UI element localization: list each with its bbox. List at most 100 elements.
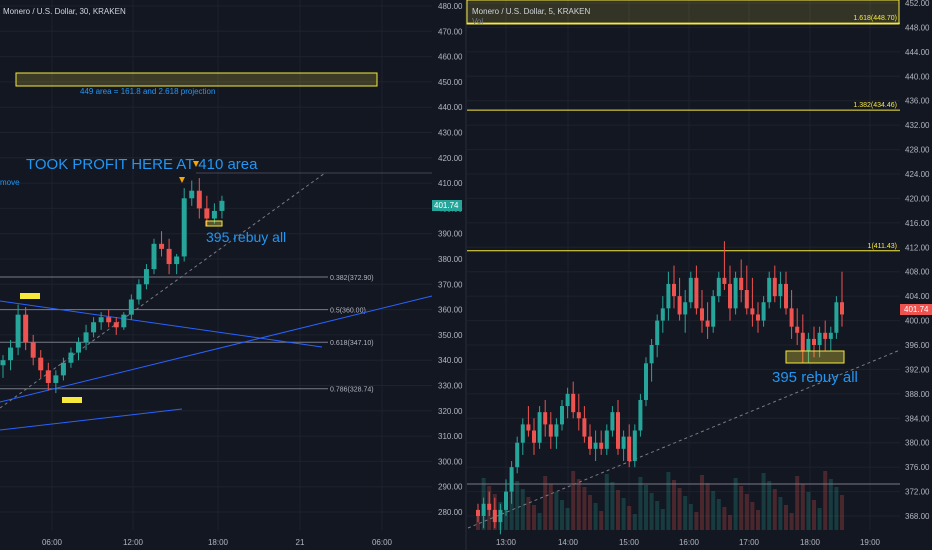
- left-trendline-down: [0, 300, 323, 348]
- left-candle-body: [68, 352, 74, 363]
- right-candle-body: [604, 430, 609, 449]
- right-candle-body: [588, 436, 592, 449]
- right-candle-body: [520, 424, 525, 443]
- right-candle-body: [778, 283, 783, 297]
- left-candle-body: [23, 314, 29, 343]
- right-volume-bar: [756, 510, 760, 530]
- right-volume-bar: [621, 498, 626, 530]
- right-time-tick: 17:00: [739, 538, 760, 547]
- left-candle-body: [83, 332, 89, 343]
- right-price-tick: 428.00: [905, 146, 930, 155]
- right-volume-bar: [610, 482, 615, 530]
- right-price-tick: 408.00: [905, 268, 930, 277]
- right-candle-body: [800, 332, 805, 352]
- right-candle-body: [716, 277, 721, 297]
- right-candle-body: [548, 424, 553, 437]
- right-rebuy-box: [785, 350, 845, 364]
- left-candle-body: [0, 360, 6, 366]
- right-volume-bar: [632, 514, 637, 530]
- right-candle-body: [828, 332, 833, 339]
- right-price-tick: 412.00: [905, 243, 930, 252]
- right-annotations: 395 rebuy all: [772, 350, 858, 386]
- right-time-axis[interactable]: 13:00 14:00 15:00 16:00 17:00 18:00 19:00: [496, 538, 881, 547]
- right-volume-bar: [800, 484, 805, 530]
- left-time-tick: 06:00: [372, 538, 393, 547]
- right-volume-bar: [560, 500, 564, 530]
- right-candle-body: [767, 277, 772, 303]
- right-price-tag-box: [900, 304, 932, 315]
- left-time-tick: 18:00: [208, 538, 229, 547]
- right-volume-bar: [616, 490, 620, 530]
- right-volume-bar: [795, 476, 800, 530]
- right-volume-bar: [588, 495, 592, 530]
- right-candle-body: [554, 424, 559, 437]
- right-volume-bar: [520, 489, 525, 530]
- left-target-zone: 449 area = 161.8 and 2.618 projection: [15, 72, 378, 96]
- right-candle-body: [509, 467, 514, 492]
- right-candle-body: [576, 412, 581, 419]
- left-candle-body: [128, 299, 134, 315]
- right-candle-body: [638, 399, 643, 431]
- right-volume-bar: [812, 500, 816, 530]
- right-time-tick: 16:00: [679, 538, 700, 547]
- right-volume-bar: [599, 511, 604, 530]
- right-price-tick: 448.00: [905, 23, 930, 32]
- left-annotations: move TOOK PROFIT HERE AT 410 area 395 re…: [0, 156, 286, 403]
- right-volume-bar: [828, 479, 833, 530]
- right-volume-bar: [722, 507, 727, 530]
- right-volume-bar: [683, 496, 688, 530]
- left-candle-body: [60, 362, 66, 376]
- profit-annotation: TOOK PROFIT HERE AT 410 area: [26, 156, 258, 173]
- right-volume-bar: [582, 487, 587, 530]
- left-candle-body: [211, 210, 217, 219]
- left-price-tick: 450.00: [438, 78, 463, 87]
- left-candle-body: [53, 375, 59, 383]
- right-candle-body: [560, 406, 564, 425]
- right-time-tick: 14:00: [558, 538, 579, 547]
- left-price-axis[interactable]: 480.00 470.00 460.00 450.00 440.00 430.00 420.…: [438, 2, 463, 517]
- right-volume-bar: [772, 489, 777, 530]
- right-candle-body: [621, 436, 626, 449]
- left-zone-box: [15, 72, 378, 87]
- right-time-tick: 13:00: [496, 538, 517, 547]
- left-marker-low: [62, 397, 82, 403]
- right-volume-bar: [761, 473, 766, 530]
- right-volume-bar: [778, 497, 783, 530]
- right-candle-body: [688, 277, 693, 303]
- left-price-tick: 360.00: [438, 306, 463, 315]
- right-candle-body: [817, 332, 822, 345]
- left-price-tick: 390.00: [438, 230, 463, 239]
- right-volume-bar: [504, 510, 508, 530]
- right-volume-bar: [576, 479, 581, 530]
- right-candle-body: [476, 509, 480, 516]
- right-candle-body: [498, 509, 503, 523]
- left-candle-body: [91, 322, 97, 333]
- right-candle-body: [761, 302, 766, 321]
- left-marker-high: [20, 293, 40, 299]
- right-volume-bar: [644, 485, 648, 530]
- right-price-axis[interactable]: 452.00 448.00 444.00 440.00 436.00 432.00 428.…: [905, 0, 930, 521]
- right-price-tick: 400.00: [905, 317, 930, 326]
- right-volume-bar: [806, 492, 811, 530]
- right-candle-body: [795, 326, 800, 333]
- right-candle-body: [840, 302, 844, 315]
- left-fib-label: 0.618(347.10): [330, 340, 374, 347]
- right-volume-bar: [627, 506, 632, 530]
- left-time-axis[interactable]: 06:00 12:00 18:00 21 06:00: [42, 538, 393, 547]
- left-price-tag-value: 401.74: [434, 201, 459, 210]
- right-rebuy-label: 395 rebuy all: [772, 369, 858, 386]
- right-volume-bar: [593, 503, 598, 530]
- right-price-tick: 416.00: [905, 219, 930, 228]
- right-volume-bar: [840, 495, 844, 530]
- right-candle-body: [728, 283, 732, 309]
- right-candle-body: [532, 430, 536, 443]
- right-volume-bar: [744, 494, 749, 530]
- left-fib-label: 0.786(328.74): [330, 387, 374, 394]
- right-price-tick: 368.00: [905, 512, 930, 521]
- left-candle-body: [121, 314, 127, 328]
- right-price-tick: 424.00: [905, 170, 930, 179]
- left-candle-body: [98, 317, 104, 323]
- right-candle-body: [705, 320, 710, 327]
- right-price-tick: 432.00: [905, 121, 930, 130]
